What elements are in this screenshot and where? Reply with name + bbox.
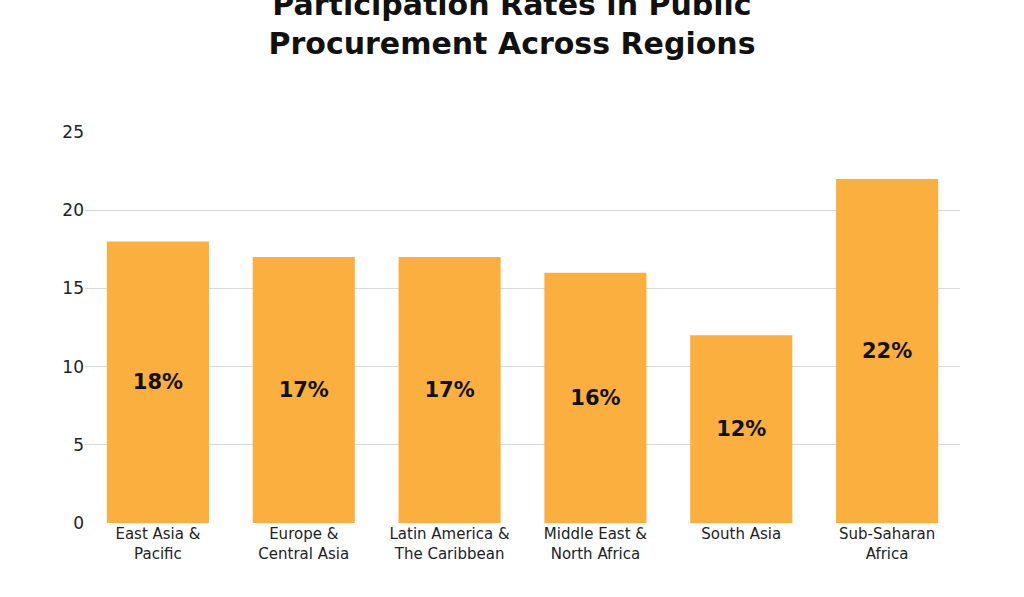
svg-text:18%: 18% (133, 370, 183, 394)
svg-text:25: 25 (62, 122, 84, 142)
svg-text:0: 0 (73, 513, 84, 533)
svg-text:17%: 17% (279, 378, 329, 402)
svg-text:16%: 16% (570, 386, 620, 410)
svg-text:5: 5 (73, 435, 84, 455)
svg-text:Sub-SaharanAfrica: Sub-SaharanAfrica (839, 525, 935, 563)
svg-text:Participation Rates in PublicP: Participation Rates in PublicProcurement… (268, 0, 755, 61)
svg-text:12%: 12% (716, 417, 766, 441)
svg-text:15: 15 (62, 278, 84, 298)
svg-text:20: 20 (62, 200, 84, 220)
svg-text:Middle East &North Africa: Middle East &North Africa (544, 525, 647, 563)
svg-text:22%: 22% (862, 339, 912, 363)
svg-text:10: 10 (62, 357, 84, 377)
svg-text:South Asia: South Asia (701, 525, 781, 543)
svg-text:17%: 17% (424, 378, 474, 402)
svg-text:East Asia &Pacific: East Asia &Pacific (115, 525, 200, 563)
svg-text:Europe &Central Asia: Europe &Central Asia (258, 525, 349, 563)
svg-text:Latin America &The Caribbean: Latin America &The Caribbean (389, 525, 510, 563)
